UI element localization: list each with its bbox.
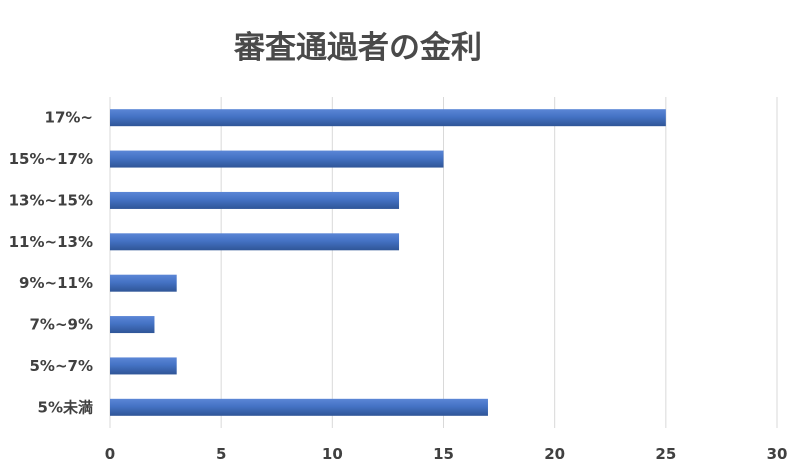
category-label: 11%~13%: [9, 233, 93, 251]
category-label: 5%~7%: [29, 357, 93, 375]
x-tick-label: 20: [544, 445, 565, 463]
bar: [110, 191, 400, 209]
bars: [110, 109, 666, 416]
category-label: 15%~17%: [9, 150, 93, 168]
x-tick-label: 10: [322, 445, 343, 463]
bar: [110, 274, 177, 292]
category-label: 17%~: [45, 109, 93, 127]
category-label: 13%~15%: [9, 191, 93, 209]
x-tick-label: 5: [216, 445, 226, 463]
chart-title: 審査通過者の金利: [233, 30, 482, 66]
x-tick-label: 25: [655, 445, 676, 463]
x-tick-label: 15: [433, 445, 454, 463]
bar: [110, 316, 155, 334]
gridlines: [109, 97, 778, 428]
bar: [110, 150, 444, 168]
x-tick-label: 30: [767, 445, 788, 463]
bar: [110, 233, 400, 251]
bar: [110, 109, 666, 127]
x-tick-label: 0: [105, 445, 115, 463]
category-label: 5%未満: [38, 398, 93, 416]
x-tick-labels: 0 5 10 15 20 25 30: [105, 445, 788, 463]
bar: [110, 398, 488, 416]
category-labels: 17%~ 15%~17% 13%~15% 11%~13% 9%~11% 7%~9% 5%~7…: [9, 109, 93, 417]
bar: [110, 357, 177, 375]
category-label: 7%~9%: [29, 316, 93, 334]
category-label: 9%~11%: [19, 274, 93, 292]
